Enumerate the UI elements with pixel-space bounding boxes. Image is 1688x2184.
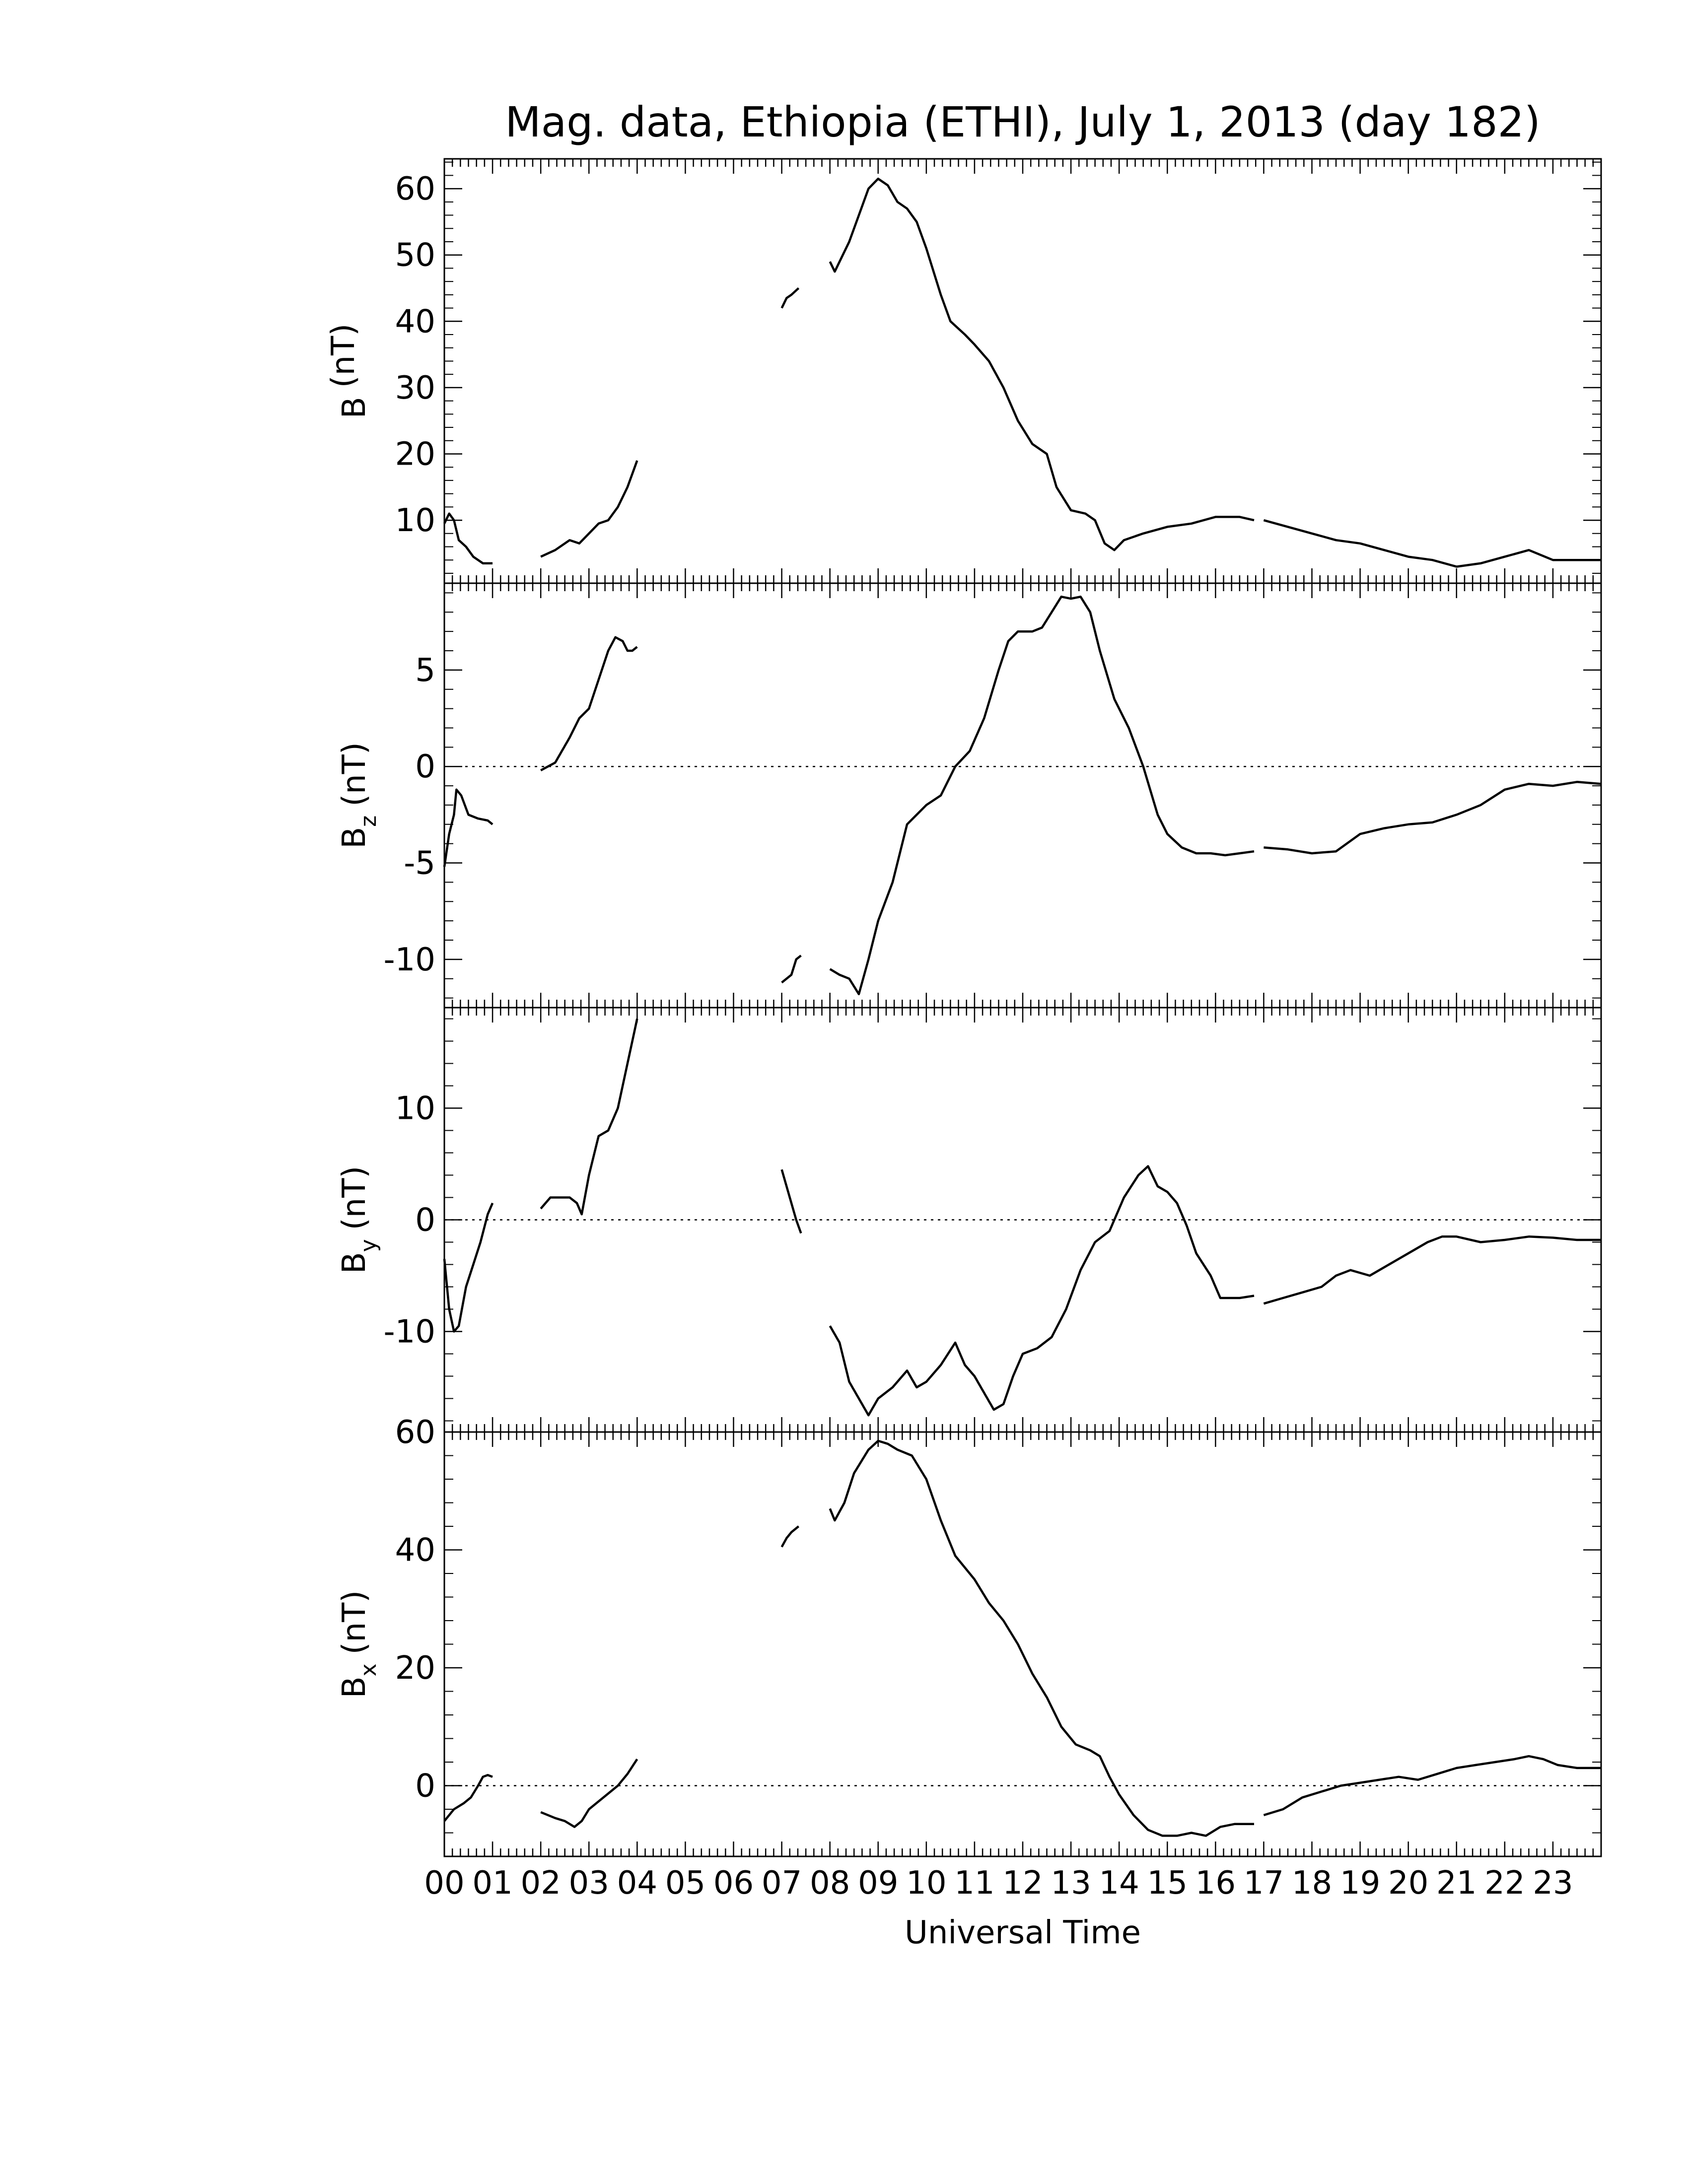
series-line-segment <box>780 1169 802 1234</box>
panel-b: 10 20 30 40 50 60 B (nT) <box>325 158 1602 584</box>
x-tick-label: 19 <box>1340 1865 1380 1902</box>
x-tick-label: 22 <box>1484 1865 1525 1902</box>
panel-by: 10 0 -10 By (nT) <box>336 1007 1602 1433</box>
panel-bx-ylabel-main: B <box>336 1676 373 1698</box>
x-tick-label: 02 <box>520 1865 561 1902</box>
y-tick-label: 50 <box>395 237 435 274</box>
panel-bz-frame <box>443 582 1602 1009</box>
x-tick-label: 21 <box>1436 1865 1477 1902</box>
x-tick-label: 20 <box>1388 1865 1428 1902</box>
x-tick-label: 01 <box>472 1865 512 1902</box>
panel-by-ylabel-unit: (nT) <box>336 1166 373 1230</box>
y-tick-label: 10 <box>395 502 435 539</box>
y-tick-label: 60 <box>395 1414 435 1451</box>
series-line-segment <box>540 1758 638 1828</box>
x-tick-label: 00 <box>424 1865 464 1902</box>
panel-by-ylabel: By (nT) <box>336 1166 381 1274</box>
panel-b-ylabel: B (nT) <box>325 324 373 419</box>
panel-b-ticks: 10 20 30 40 50 60 <box>395 159 1602 583</box>
y-tick-label: 20 <box>395 436 435 473</box>
panel-bz-data <box>443 595 1602 996</box>
chart-title: Mag. data, Ethiopia (ETHI), July 1, 2013… <box>505 98 1541 146</box>
x-tick-label: 08 <box>810 1865 850 1902</box>
y-tick-label: 60 <box>395 171 435 207</box>
y-tick-label: 20 <box>395 1650 435 1687</box>
y-tick-label: 0 <box>415 749 435 785</box>
y-tick-label: -10 <box>383 942 435 978</box>
series-line-segment <box>1263 1235 1601 1305</box>
series-line-segment <box>540 1019 638 1216</box>
series-line-segment <box>540 460 638 558</box>
x-tick-label: 05 <box>665 1865 705 1902</box>
series-line-segment <box>781 955 802 984</box>
panel-bx-ticks: 60 40 20 0 <box>395 1414 1602 1857</box>
panel-b-ylabel-main: B <box>336 397 373 418</box>
series-line-segment <box>540 636 638 771</box>
y-tick-label: 10 <box>395 1091 435 1127</box>
x-axis-title: Universal Time <box>905 1914 1141 1951</box>
panel-bz-ticks: 5 0 -5 -10 <box>383 583 1602 1008</box>
panel-bz-ylabel-main: B <box>336 827 373 849</box>
x-tick-label: 12 <box>1002 1865 1043 1902</box>
series-line-segment <box>829 177 1255 551</box>
panel-bx-ylabel-sub: x <box>356 1663 381 1676</box>
x-tick-label: 14 <box>1099 1865 1139 1902</box>
panel-bx-frame <box>443 1431 1602 1857</box>
panel-by-ylabel-sub: y <box>356 1239 381 1252</box>
series-line-segment <box>829 1165 1255 1417</box>
y-tick-label: 40 <box>395 1532 435 1569</box>
panel-bz-ylabel-unit: (nT) <box>336 742 373 807</box>
panel-by-ylabel-main: B <box>336 1252 373 1274</box>
series-line-segment <box>443 788 493 867</box>
panel-by-data <box>443 1019 1601 1417</box>
panel-bz-ylabel-sub: z <box>356 816 381 827</box>
panel-b-data <box>443 177 1601 568</box>
x-tick-label: 07 <box>762 1865 802 1902</box>
y-tick-label: 30 <box>395 370 435 407</box>
panel-bx: 60 40 20 0 Bx (nT) <box>336 1414 1602 1857</box>
series-line-segment <box>829 595 1255 996</box>
panel-b-frame <box>443 158 1602 584</box>
panel-b-ylabel-unit: (nT) <box>325 324 362 388</box>
x-tick-label: 15 <box>1147 1865 1188 1902</box>
x-tick-labels: 00 01 02 03 04 05 06 07 08 09 10 11 12 13 14 15 16 17 18 19… <box>424 1865 1573 1902</box>
x-tick-label: 06 <box>713 1865 754 1902</box>
x-tick-label: 17 <box>1244 1865 1284 1902</box>
x-tick-label: 18 <box>1292 1865 1332 1902</box>
panel-bx-data <box>443 1439 1601 1837</box>
series-line-segment <box>829 1439 1254 1837</box>
x-tick-label: 16 <box>1196 1865 1236 1902</box>
x-tick-label: 04 <box>617 1865 657 1902</box>
x-tick-label: 09 <box>858 1865 898 1902</box>
series-line-segment <box>780 287 800 309</box>
panel-bz-ylabel: Bz (nT) <box>336 742 381 849</box>
series-line-segment <box>780 1525 800 1548</box>
x-tick-label: 23 <box>1533 1865 1573 1902</box>
x-tick-label: 11 <box>954 1865 994 1902</box>
series-line-segment <box>443 512 493 565</box>
series-line-segment <box>1264 781 1602 855</box>
panel-bz: 5 0 -5 -10 Bz (nT) <box>336 582 1602 1009</box>
series-line-segment <box>1263 519 1601 568</box>
series-line-segment <box>1263 1755 1601 1817</box>
series-line-segment <box>443 1774 493 1822</box>
x-tick-label: 10 <box>906 1865 946 1902</box>
series-line-segment <box>443 1202 494 1333</box>
y-tick-label: -5 <box>404 845 435 882</box>
y-tick-label: 0 <box>415 1768 435 1805</box>
y-tick-label: 5 <box>415 652 435 689</box>
y-tick-label: -10 <box>383 1314 435 1351</box>
panel-bx-ylabel-unit: (nT) <box>336 1590 373 1655</box>
x-tick-label: 13 <box>1051 1865 1091 1902</box>
y-tick-label: 40 <box>395 303 435 340</box>
panel-bx-ylabel: Bx (nT) <box>336 1590 381 1699</box>
x-tick-label: 03 <box>569 1865 609 1902</box>
y-tick-label: 0 <box>415 1202 435 1239</box>
panel-by-ticks: 10 0 -10 <box>383 1008 1602 1432</box>
